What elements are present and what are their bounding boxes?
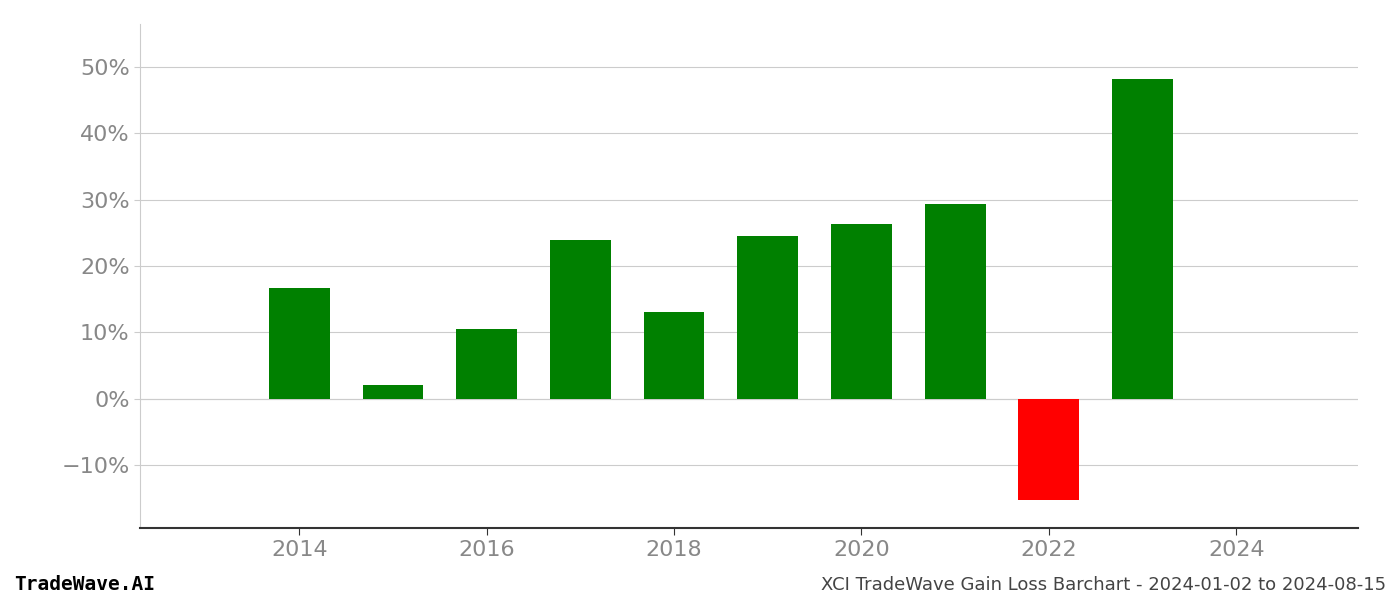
- Bar: [1112, 79, 1173, 398]
- Bar: [363, 385, 423, 398]
- Bar: [832, 224, 892, 398]
- Bar: [924, 205, 986, 398]
- Text: TradeWave.AI: TradeWave.AI: [14, 575, 155, 594]
- Bar: [269, 288, 330, 398]
- Bar: [1018, 398, 1079, 500]
- Text: XCI TradeWave Gain Loss Barchart - 2024-01-02 to 2024-08-15: XCI TradeWave Gain Loss Barchart - 2024-…: [820, 576, 1386, 594]
- Bar: [644, 313, 704, 398]
- Bar: [738, 236, 798, 398]
- Bar: [456, 329, 517, 398]
- Bar: [550, 239, 610, 398]
